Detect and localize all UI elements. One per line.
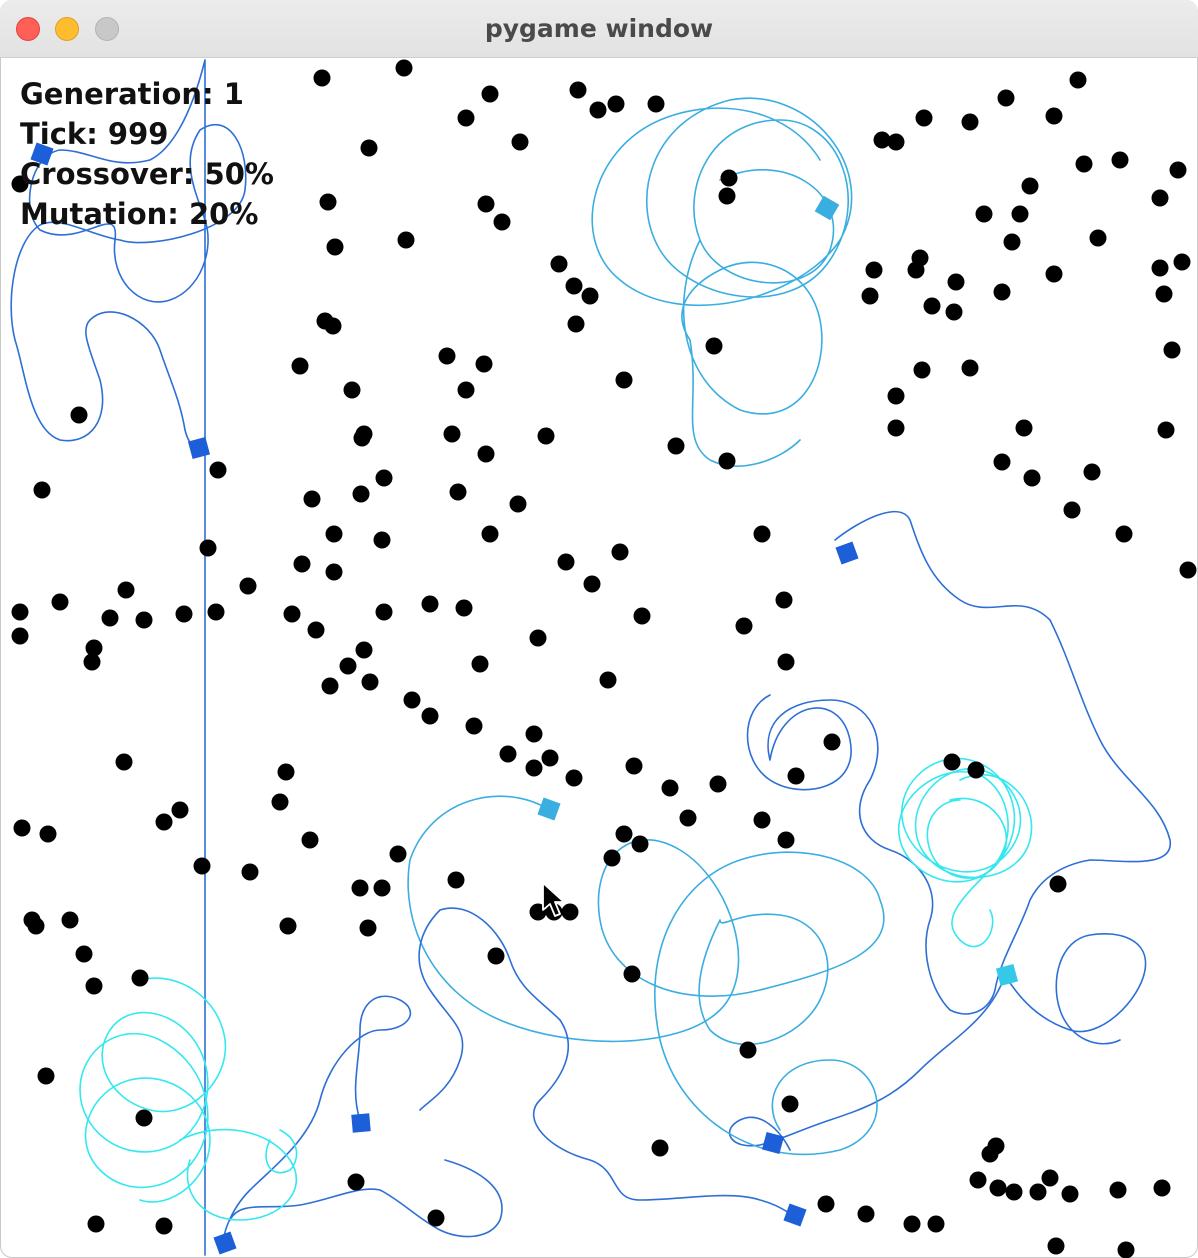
minimize-icon[interactable]	[55, 17, 79, 41]
zoom-icon[interactable]	[95, 17, 119, 41]
mouse-pointer-icon	[542, 882, 566, 922]
trail-path	[897, 757, 1033, 948]
agent-icon	[187, 436, 211, 460]
trail-path	[698, 913, 829, 1046]
agent-icon	[537, 797, 561, 821]
agent-icon	[351, 1113, 371, 1133]
close-icon[interactable]	[16, 17, 40, 41]
trails	[10, 59, 1171, 1256]
simulation-canvas[interactable]	[0, 58, 1198, 1258]
trail-path	[223, 907, 796, 1246]
agent-icon	[835, 541, 859, 565]
food-dots	[11, 59, 1197, 1258]
crossover-label: Crossover: 50%	[20, 157, 274, 191]
trail-path	[10, 59, 247, 1256]
window-title: pygame window	[484, 14, 714, 43]
simulation-svg	[10, 59, 1197, 1258]
title-bar[interactable]: pygame window	[0, 0, 1198, 58]
hud-panel: Generation: 1 Tick: 999 Crossover: 50% M…	[20, 74, 274, 234]
trail-path	[79, 977, 298, 1221]
agent-icon	[761, 1131, 785, 1155]
agent-icon	[995, 963, 1019, 987]
agent-icon	[30, 142, 54, 166]
trail-path	[746, 510, 1171, 1015]
generation-label: Generation: 1	[20, 77, 244, 111]
trail-path	[728, 933, 1147, 1151]
trail-path	[591, 97, 853, 467]
mutation-label: Mutation: 20%	[20, 197, 259, 231]
agent-icon	[783, 1203, 807, 1227]
agent-icon	[213, 1231, 237, 1255]
agents	[30, 142, 1019, 1255]
agent-icon	[814, 195, 840, 221]
tick-label: Tick: 999	[20, 117, 169, 151]
trail-path	[229, 1159, 503, 1238]
trail-path	[407, 795, 885, 1156]
